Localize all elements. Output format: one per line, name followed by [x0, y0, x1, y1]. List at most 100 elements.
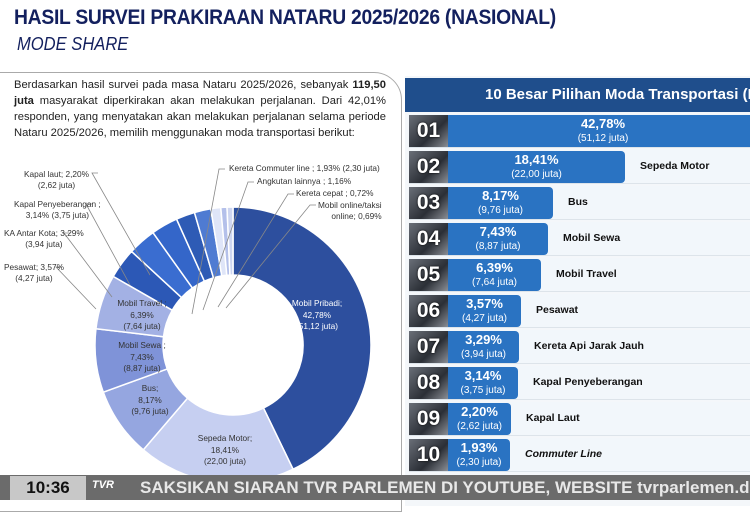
slice-pct: 18,41% [210, 444, 240, 455]
bar-row: 03 8,17% (9,76 juta) Bus [409, 186, 750, 220]
donut-outer-label: Kapal laut; 2,20% (2,62 juta) [24, 169, 89, 191]
donut-chart [55, 168, 372, 480]
slice-abs: (51,12 juta) [296, 321, 338, 331]
bar: 8,17% (9,76 juta) [448, 187, 553, 219]
rank-badge: 07 [409, 331, 448, 363]
leader-line [91, 172, 151, 276]
rank-badge: 03 [409, 187, 448, 219]
slice-abs: (8,87 juta) [123, 363, 161, 373]
mode-label: Mobil Travel [556, 268, 617, 280]
bar-row: 08 3,14% (3,75 juta) Kapal Penyeberangan [409, 366, 750, 400]
mode-label: Sepeda Motor [640, 160, 710, 172]
slice-label: Kapal Penyeberangan ; [14, 199, 101, 209]
bar: 42,78% (51,12 juta) [448, 115, 750, 147]
bar: 3,57% (4,27 juta) [448, 295, 521, 327]
leader-line [63, 232, 113, 298]
leader-line [217, 193, 294, 308]
donut-slice [226, 206, 234, 276]
bar-row: 05 6,39% (7,64 juta) Mobil Travel [409, 258, 750, 292]
page-subtitle: MODE SHARE [17, 34, 129, 54]
bar: 7,43% (8,87 juta) [448, 223, 548, 255]
bar-row: 09 2,20% (2,62 juta) Kapal Laut [409, 402, 750, 436]
ticker-text: SAKSIKAN SIARAN TVR PARLEMEN DI YOUTUBE,… [140, 478, 750, 497]
slice-label: Angkutan lainnya ; 1,16% [257, 176, 352, 186]
leader-line [85, 203, 131, 286]
donut-outer-label: Angkutan lainnya ; 1,16% [257, 176, 351, 187]
bar: 18,41% (22,00 juta) [448, 151, 625, 183]
rank-badge: 10 [409, 439, 448, 471]
intro-bold: 119,50 juta [14, 79, 386, 107]
donut-slice [232, 206, 372, 471]
rank-badge: 06 [409, 295, 448, 327]
mode-label: Commuter Line [525, 448, 603, 460]
bar-percent: 3,14% [464, 368, 502, 383]
rank-badge: 08 [409, 367, 448, 399]
bar-chart-title: 10 Besar Pilihan Moda Transportasi (N [405, 78, 750, 112]
page-title: HASIL SURVEI PRAKIRAAN NATARU 2025/2026 … [14, 6, 556, 29]
donut-outer-label: Pesawat; 3,57% (4,27 juta) [4, 262, 64, 284]
donut-outer-label: Mobil online/taksi online; 0,69% [318, 200, 382, 222]
donut-inner-label: Mobil Sewa ; 7,43% (8,87 juta) [97, 340, 187, 375]
slice-abs: 3,14% (3,75 juta) [25, 210, 89, 220]
mode-label: Bus [568, 196, 588, 208]
bar-percent: 7,43% [479, 224, 517, 239]
slice-label: Mobil Travel ; [117, 298, 167, 308]
bar: 2,20% (2,62 juta) [448, 403, 511, 435]
bar-percent: 8,17% [482, 188, 519, 203]
mode-label: Mobil Sewa [563, 232, 621, 244]
rank-badge: 04 [409, 223, 448, 255]
leader-line [191, 168, 225, 315]
bar-percent: 6,39% [476, 260, 513, 275]
bar-percent: 3,29% [465, 332, 502, 347]
slice-label: Kapal laut; 2,20% [24, 169, 90, 179]
clock: 10:36 [10, 476, 86, 500]
rank-badge: 09 [409, 403, 448, 435]
bar-percent: 1,93% [460, 440, 498, 455]
donut-slice [142, 397, 295, 480]
donut-inner-label: Mobil Pribadi; 42,78% (51,12 juta) [272, 298, 362, 333]
bar-row: 06 3,57% (4,27 juta) Pesawat [409, 294, 750, 328]
news-ticker [0, 475, 750, 500]
slice-label: Mobil online/taksi [318, 200, 382, 210]
rank-badge: 01 [409, 115, 448, 147]
intro-after: masyarakat diperkirakan akan melakukan p… [14, 95, 386, 139]
tvr-logo: TVR [92, 479, 114, 491]
slice-pct: 42,78% [302, 309, 332, 320]
bar: 6,39% (7,64 juta) [448, 259, 541, 291]
slice-pct: 8,17% [138, 394, 162, 405]
intro-text: Berdasarkan hasil survei pada masa Natar… [14, 77, 386, 141]
bar-row: 07 3,29% (3,94 juta) Kereta Api Jarak Ja… [409, 330, 750, 364]
leader-line [55, 266, 97, 310]
donut-outer-label: Kapal Penyeberangan ; 3,14% (3,75 juta) [14, 199, 101, 221]
donut-inner-label: Bus; 8,17% (9,76 juta) [105, 383, 195, 418]
donut-inner-label: Mobil Travel ; 6,39% (7,64 juta) [97, 298, 187, 333]
donut-inner-label: Sepeda Motor; 18,41% (22,00 juta) [180, 433, 270, 468]
slice-label: Sepeda Motor; [197, 433, 253, 443]
slice-abs: online; 0,69% [331, 211, 382, 221]
bar-percent: 2,20% [461, 404, 498, 419]
bar-row: 01 42,78% (51,12 juta) [409, 114, 750, 148]
bar: 3,29% (3,94 juta) [448, 331, 519, 363]
donut-outer-label: KA Antar Kota; 3,29% (3,94 juta) [4, 228, 84, 250]
donut-outer-label: Kereta cepat ; 0,72% [296, 188, 374, 199]
mode-label: Kapal Laut [526, 412, 580, 424]
rank-badge: 05 [409, 259, 448, 291]
bar: 3,14% (3,75 juta) [448, 367, 518, 399]
bar-amount: (22,00 juta) [511, 169, 562, 180]
slice-pct: 6,39% [130, 309, 154, 320]
bar-amount: (7,64 juta) [471, 277, 518, 288]
intro-before: Berdasarkan hasil survei pada masa Natar… [14, 79, 353, 91]
slice-pct: 7,43% [130, 351, 154, 362]
leader-line [225, 204, 316, 309]
bar-row: 04 7,43% (8,87 juta) Mobil Sewa [409, 222, 750, 256]
slice-abs: (3,94 juta) [25, 239, 63, 249]
slice-abs: (4,27 juta) [15, 273, 53, 283]
bar-percent: 18,41% [514, 152, 559, 167]
slice-abs: (7,64 juta) [123, 321, 161, 331]
bar-amount: (3,75 juta) [460, 385, 506, 396]
slice-label: Mobil Pribadi; [291, 298, 343, 308]
slice-abs: (2,62 juta) [37, 180, 76, 190]
bar-row: 10 1,93% (2,30 juta) Commuter Line [409, 438, 750, 472]
bar-row: 02 18,41% (22,00 juta) Sepeda Motor [409, 150, 750, 184]
bar-amount: (51,12 juta) [577, 133, 629, 144]
